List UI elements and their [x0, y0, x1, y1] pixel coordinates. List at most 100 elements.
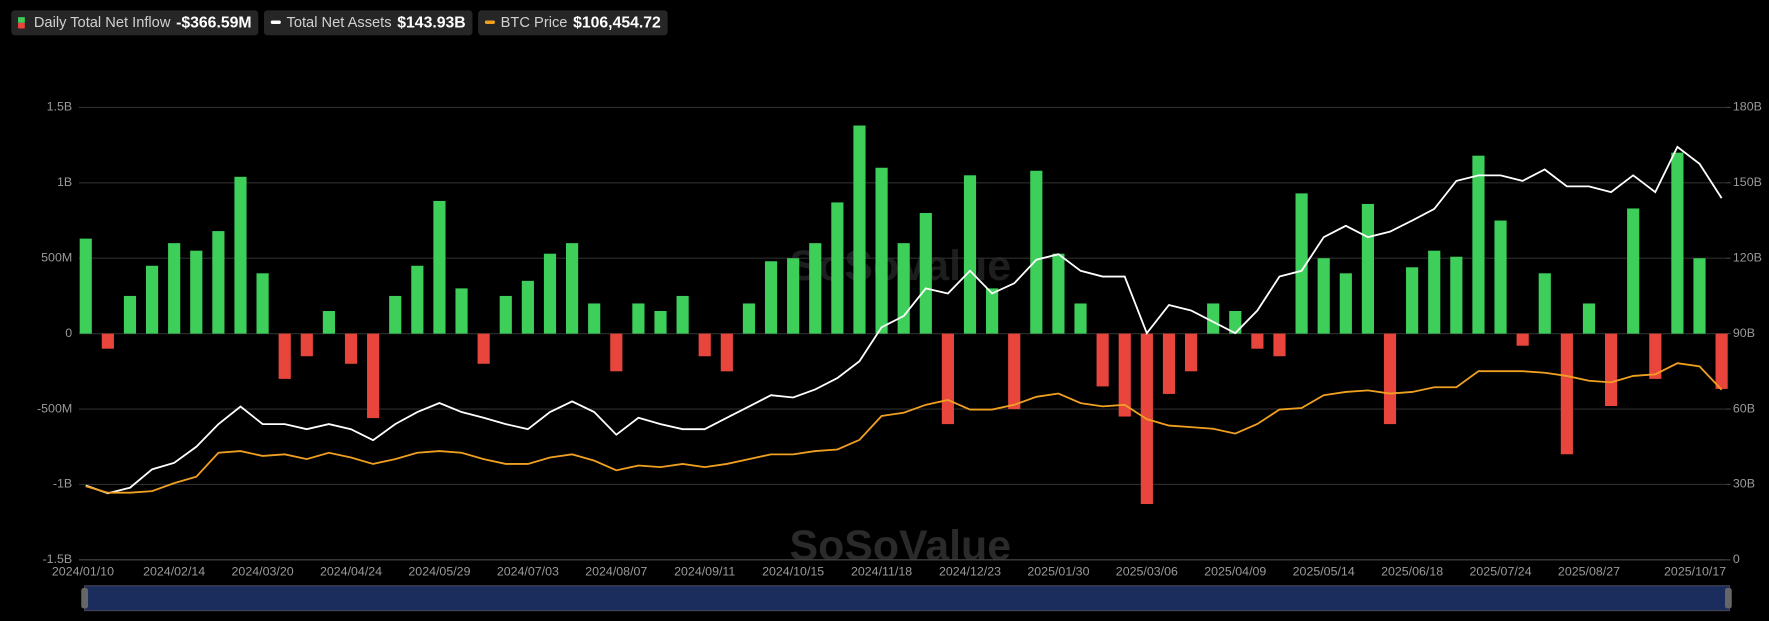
bar — [1450, 256, 1463, 334]
bar — [168, 243, 181, 334]
y2-tick-label: 120B — [1733, 251, 1762, 265]
navigator-handle[interactable] — [1725, 588, 1732, 609]
bar — [1317, 258, 1330, 334]
legend-value: $106,454.72 — [573, 15, 661, 32]
y-tick-label: 0 — [65, 326, 72, 340]
bar — [212, 231, 225, 334]
bar — [1428, 250, 1441, 334]
x-tick-label: 2025/08/27 — [1558, 565, 1620, 579]
legend-item[interactable]: Total Net Assets $143.93B — [263, 10, 473, 36]
bar — [654, 311, 667, 334]
bar — [963, 175, 977, 334]
x-tick-label: 2024/12/23 — [939, 565, 1001, 579]
bar — [1494, 220, 1507, 334]
legend-swatch — [18, 22, 25, 29]
bar — [919, 212, 932, 334]
bar — [256, 273, 269, 334]
bar — [455, 288, 468, 334]
x-tick-label: 2024/05/29 — [408, 565, 470, 579]
x-tick-label: 2024/07/03 — [497, 565, 559, 579]
bar — [831, 202, 844, 334]
bar — [123, 295, 137, 334]
bar — [1229, 311, 1242, 334]
bar — [742, 303, 756, 334]
bar — [521, 280, 534, 334]
navigator-handle[interactable] — [81, 588, 88, 609]
bar — [1008, 333, 1021, 410]
bar — [809, 243, 822, 334]
x-tick-label: 2025/05/14 — [1293, 565, 1355, 579]
x-tick-label: 2025/07/24 — [1470, 565, 1532, 579]
bar — [300, 333, 313, 357]
y2-tick-label: 150B — [1733, 175, 1762, 189]
bar — [1406, 267, 1419, 334]
legend-name: Total Net Assets — [287, 15, 392, 31]
x-tick-label: 2024/11/18 — [851, 565, 912, 579]
bar — [1361, 203, 1374, 334]
bar — [720, 333, 733, 372]
y-tick-label: -1.5B — [43, 552, 73, 566]
bar — [1516, 333, 1529, 346]
legend-name: BTC Price — [501, 15, 568, 31]
bar — [1052, 253, 1065, 334]
bar — [1162, 333, 1176, 394]
bar — [1472, 155, 1485, 334]
legend-item[interactable]: BTC Price $106,454.72 — [478, 10, 668, 36]
navigator[interactable] — [84, 585, 1731, 612]
x-tick-label: 2024/01/10 — [52, 565, 114, 579]
x-tick-label: 2024/09/11 — [674, 565, 735, 579]
bar — [1339, 273, 1352, 334]
bar — [610, 333, 623, 372]
bar — [1383, 333, 1397, 425]
legend-box — [263, 10, 473, 36]
bar — [897, 243, 910, 334]
y-tick-label: 500M — [41, 251, 72, 265]
bar — [1251, 333, 1264, 349]
bar — [1096, 333, 1109, 387]
bar — [477, 333, 490, 364]
legend-box — [11, 10, 259, 36]
legend-box — [478, 10, 668, 36]
y2-tick-label: 0 — [1733, 552, 1740, 566]
y-tick-label: -1B — [53, 477, 72, 491]
bar — [986, 288, 999, 334]
y2-tick-label: 180B — [1733, 100, 1762, 114]
bar — [875, 167, 888, 334]
bar — [853, 125, 866, 334]
x-tick-label: 2024/04/24 — [320, 565, 382, 579]
bar — [566, 243, 579, 334]
x-tick-label: 2024/08/07 — [585, 565, 647, 579]
bar — [1118, 333, 1131, 417]
line — [85, 145, 1723, 495]
watermark: SoSoValue — [790, 522, 1012, 570]
bar — [1715, 333, 1728, 389]
bar — [499, 295, 512, 334]
bar — [433, 200, 446, 334]
x-tick-label: 2025/06/18 — [1381, 565, 1443, 579]
bar — [1207, 303, 1220, 334]
bar — [1295, 193, 1308, 334]
bar — [941, 333, 954, 425]
bar — [1582, 303, 1596, 334]
bar — [543, 253, 557, 334]
bar — [1671, 152, 1684, 334]
bar — [190, 250, 203, 334]
bar — [1649, 333, 1662, 379]
legend-swatch — [484, 20, 496, 24]
legend-item[interactable]: Daily Total Net Inflow -$366.59M — [11, 10, 259, 36]
y-tick-label: 1B — [57, 175, 72, 189]
bar — [588, 303, 601, 334]
bar — [367, 333, 380, 419]
y-tick-label: 1.5B — [47, 100, 73, 114]
bar — [1693, 258, 1706, 334]
bar — [145, 265, 159, 334]
x-tick-label: 2024/03/20 — [232, 565, 294, 579]
bar — [234, 176, 247, 334]
bar — [1030, 170, 1043, 334]
bar — [1538, 273, 1551, 334]
y2-tick-label: 60B — [1733, 401, 1755, 415]
bar — [764, 261, 778, 334]
bar — [278, 333, 291, 379]
